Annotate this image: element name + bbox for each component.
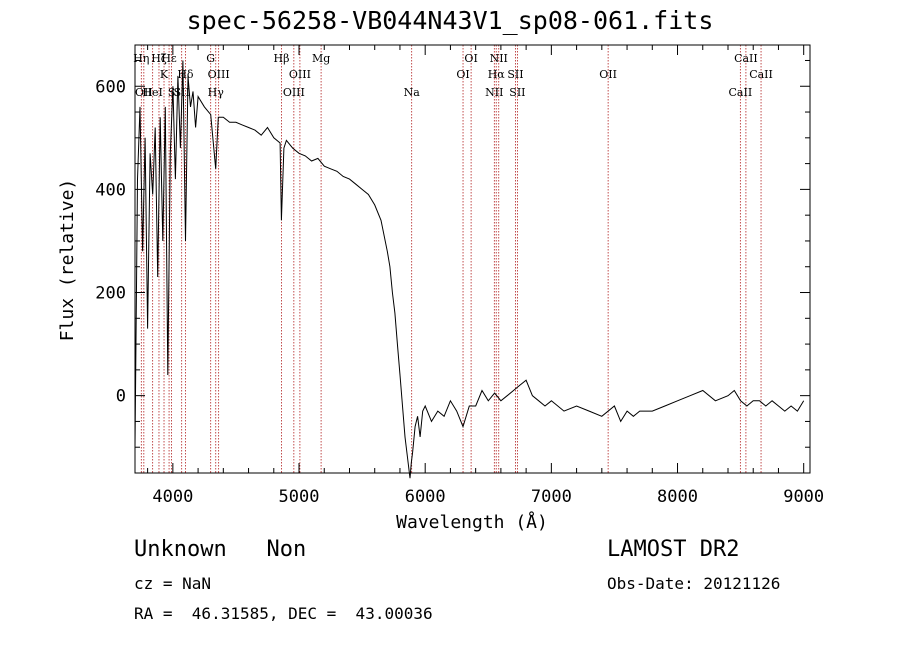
spectral-line-label: S	[168, 86, 176, 99]
survey-name: LAMOST DR2	[607, 537, 740, 562]
spectral-line-label: CaII	[734, 52, 758, 65]
spectral-line-label: Hε	[161, 52, 177, 65]
spectral-line-label: Hγ	[208, 86, 225, 99]
spectral-line-label: G	[206, 52, 215, 65]
spectral-line-label: CaII	[749, 68, 773, 81]
spectral-line-label: HeI	[142, 86, 162, 99]
x-tick-label: 8000	[657, 487, 698, 507]
spectral-line-label: Hη	[133, 52, 149, 65]
spectral-line-label: SII	[509, 86, 525, 99]
y-tick-label: 0	[116, 387, 126, 407]
redshift-cz: cz = NaN	[134, 574, 212, 593]
y-tick-label: 200	[95, 284, 126, 304]
spectrum-line	[134, 60, 805, 479]
x-axis-label: Wavelength (Å)	[396, 511, 548, 533]
spectral-line-label: NII	[485, 86, 503, 99]
spectral-line-label: OII	[599, 68, 617, 81]
spectral-line-label: Hζ	[151, 52, 167, 65]
y-axis: 0 200 400 600	[95, 59, 810, 448]
x-tick-label: 4000	[152, 487, 193, 507]
spectral-line-label: OIII	[289, 68, 311, 81]
line-label-group: HηOIIHeIHζKHεSSIIHδGHγOIIIHβOIIIOIIIMgNa…	[133, 52, 773, 99]
observation-date: Obs-Date: 20121126	[607, 574, 781, 593]
spectral-line-label: Mg	[312, 52, 330, 65]
spectral-line-label: NII	[490, 52, 508, 65]
spectral-line-label: Na	[404, 86, 421, 99]
y-axis-label: Flux (relative)	[57, 179, 78, 342]
coordinates-ra-dec: RA = 46.31585, DEC = 43.00036	[134, 604, 433, 623]
x-tick-label: 6000	[405, 487, 446, 507]
spectral-line-label: OIII	[208, 68, 230, 81]
spectral-line-label: Hδ	[177, 68, 194, 81]
spectral-line-label: K	[160, 68, 169, 81]
x-tick-label: 7000	[531, 487, 572, 507]
y-tick-label: 600	[95, 77, 126, 97]
x-tick-label: 9000	[783, 487, 824, 507]
spectral-line-label: OI	[456, 68, 469, 81]
y-tick-label: 400	[95, 180, 126, 200]
plot-frame	[134, 44, 811, 474]
line-marker-group	[140, 45, 762, 473]
x-axis: 4000 5000 6000 7000 8000 9000	[147, 45, 824, 507]
spectral-line-label: Hβ	[274, 52, 290, 65]
object-classification: Unknown Non	[134, 537, 307, 562]
spectral-line-label: CaII	[729, 86, 753, 99]
spectral-line-label: OI	[464, 52, 477, 65]
chart-title: spec-56258-VB044N43V1_sp08-061.fits	[186, 6, 714, 35]
spectral-line-label: SII	[507, 68, 523, 81]
spectral-line-label: OII	[135, 86, 153, 99]
spectral-line-label: OIII	[283, 86, 305, 99]
x-tick-label: 5000	[279, 487, 320, 507]
spectral-line-label: Hα	[488, 68, 506, 81]
